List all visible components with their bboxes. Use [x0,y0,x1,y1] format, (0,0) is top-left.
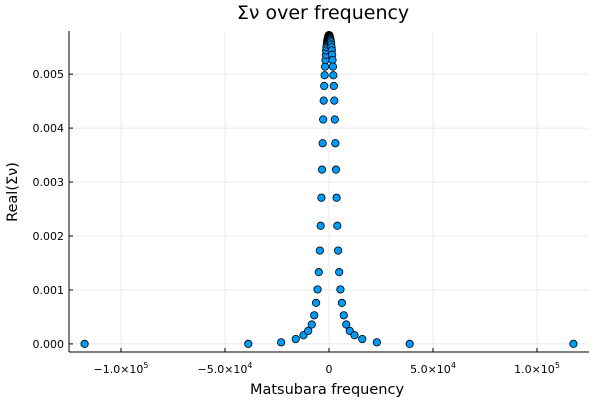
data-point [318,139,327,148]
data-point [307,320,316,329]
data-point [332,193,341,202]
data-point [319,96,328,105]
data-point [316,221,325,230]
data-point [358,334,367,344]
data-point [291,334,300,344]
chart-title: Σν over frequency [237,2,409,24]
tick-labels: −1.0×105 −5.0×104 0 5.0×104 1.0×105 0.000 0.00… [33,68,560,376]
data-points [80,31,578,349]
data-point [244,339,253,349]
data-point [304,326,313,336]
data-point [80,339,89,349]
data-point [339,311,348,320]
data-point [350,331,359,340]
data-point [277,338,286,347]
data-point [569,339,578,349]
data-point [342,320,351,329]
data-point [317,165,327,174]
data-point [329,81,338,91]
y-tick-label: 0.004 [33,122,65,135]
data-point [311,298,321,308]
y-tick-label: 0.003 [33,176,65,189]
x-tick-label: −1.0×105 [93,361,148,376]
data-point [336,285,345,294]
data-point [320,71,329,80]
data-point [333,221,342,230]
data-point [335,268,344,277]
data-point [331,165,341,174]
data-point [315,246,324,255]
data-point [330,115,339,124]
y-tick-label: 0.001 [33,284,65,297]
data-point [313,285,322,294]
data-point [319,115,328,124]
x-tick-label: 5.0×104 [410,361,456,376]
data-point [317,193,326,202]
data-point [405,339,414,349]
x-tick-label: −5.0×104 [197,361,252,376]
y-tick-label: 0.000 [33,338,65,351]
data-point [337,298,346,308]
data-point [372,338,381,347]
axes [68,31,589,353]
x-tick-label: 1.0×105 [514,361,560,376]
y-tick-label: 0.005 [33,68,65,81]
data-point [334,246,343,255]
data-point [320,81,329,91]
x-axis-title: Matsubara frequency [250,382,405,398]
grid [69,31,589,352]
data-point [328,62,338,71]
x-tick-label: 0 [326,363,333,376]
data-point [314,268,323,277]
data-point [331,139,340,148]
data-point [310,311,319,320]
data-point [330,96,339,105]
y-tick-label: 0.002 [33,230,65,243]
data-point [329,71,338,80]
y-axis-title: Real(Σν) [5,162,21,222]
